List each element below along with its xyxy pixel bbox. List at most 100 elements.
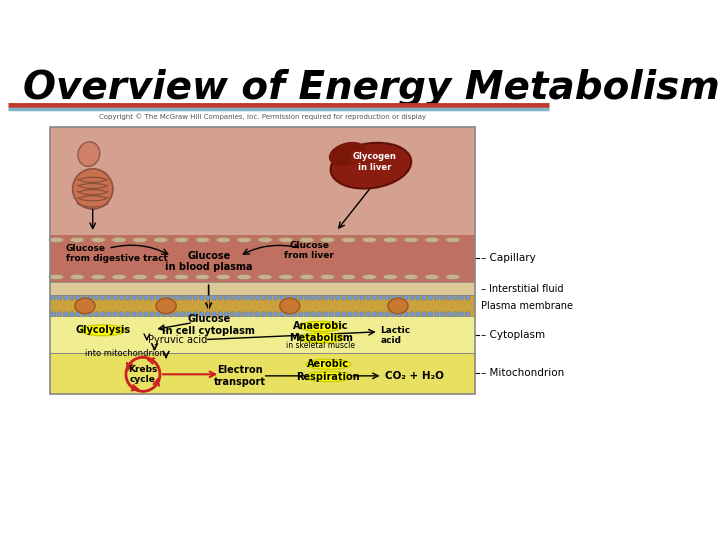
Ellipse shape — [195, 237, 210, 242]
Circle shape — [336, 295, 340, 300]
Circle shape — [224, 295, 229, 300]
Circle shape — [403, 312, 408, 316]
Ellipse shape — [112, 237, 126, 242]
Circle shape — [446, 312, 451, 316]
Circle shape — [76, 295, 81, 300]
Ellipse shape — [279, 274, 293, 280]
Circle shape — [292, 312, 297, 316]
Circle shape — [384, 312, 390, 316]
Circle shape — [379, 295, 383, 300]
Circle shape — [465, 312, 470, 316]
Circle shape — [107, 295, 112, 300]
Circle shape — [286, 312, 291, 316]
Text: in skeletal muscle: in skeletal muscle — [286, 341, 355, 350]
Circle shape — [76, 312, 81, 316]
Circle shape — [410, 295, 414, 300]
Circle shape — [286, 295, 291, 300]
Circle shape — [205, 295, 210, 300]
Text: Krebs
cycle: Krebs cycle — [128, 364, 158, 384]
Text: Aerobic: Aerobic — [307, 359, 349, 369]
Circle shape — [187, 295, 192, 300]
Text: Glucose
in blood plasma: Glucose in blood plasma — [165, 251, 253, 272]
Circle shape — [205, 312, 210, 316]
Circle shape — [372, 295, 377, 300]
Circle shape — [243, 312, 247, 316]
Ellipse shape — [300, 274, 314, 280]
Text: Respiration: Respiration — [297, 372, 360, 382]
Circle shape — [274, 312, 278, 316]
Circle shape — [249, 312, 253, 316]
Circle shape — [366, 295, 371, 300]
Circle shape — [267, 295, 272, 300]
Text: Copyright © The McGraw Hill Companies, Inc. Permission required for reproduction: Copyright © The McGraw Hill Companies, I… — [99, 113, 426, 120]
Circle shape — [441, 312, 445, 316]
Circle shape — [199, 295, 204, 300]
Circle shape — [125, 295, 130, 300]
Circle shape — [94, 295, 99, 300]
Bar — [50, 281, 475, 295]
Circle shape — [360, 312, 365, 316]
Bar — [50, 235, 475, 281]
Circle shape — [113, 295, 117, 300]
Circle shape — [415, 312, 420, 316]
Circle shape — [144, 312, 148, 316]
Bar — [50, 316, 475, 353]
Text: – Interstitial fluid: – Interstitial fluid — [482, 284, 564, 294]
Bar — [50, 127, 475, 235]
Circle shape — [354, 295, 359, 300]
Ellipse shape — [320, 274, 335, 280]
Ellipse shape — [341, 274, 356, 280]
Circle shape — [101, 295, 105, 300]
Circle shape — [348, 295, 352, 300]
Circle shape — [212, 312, 216, 316]
Ellipse shape — [383, 274, 397, 280]
Ellipse shape — [112, 274, 126, 280]
Circle shape — [125, 312, 130, 316]
Ellipse shape — [330, 143, 411, 188]
Ellipse shape — [153, 237, 168, 242]
Text: CO₂ + H₂O: CO₂ + H₂O — [384, 371, 444, 381]
Circle shape — [317, 295, 321, 300]
Circle shape — [51, 295, 55, 300]
Circle shape — [175, 295, 179, 300]
Text: Pyruvic acid: Pyruvic acid — [148, 335, 207, 345]
Circle shape — [243, 295, 247, 300]
Ellipse shape — [300, 237, 314, 242]
Circle shape — [428, 295, 433, 300]
Circle shape — [323, 295, 328, 300]
Circle shape — [465, 295, 470, 300]
Circle shape — [63, 312, 68, 316]
Circle shape — [323, 312, 328, 316]
Circle shape — [181, 295, 186, 300]
Ellipse shape — [297, 333, 344, 343]
Circle shape — [82, 295, 86, 300]
Ellipse shape — [195, 274, 210, 280]
Text: Plasma membrane: Plasma membrane — [482, 301, 573, 311]
Ellipse shape — [329, 142, 366, 166]
Text: – Cytoplasm: – Cytoplasm — [482, 329, 546, 340]
Circle shape — [329, 295, 334, 300]
Circle shape — [348, 312, 352, 316]
Circle shape — [310, 312, 315, 316]
Circle shape — [336, 312, 340, 316]
Text: Electron
transport: Electron transport — [214, 365, 266, 387]
Text: Metabolism: Metabolism — [289, 333, 353, 343]
Circle shape — [162, 295, 167, 300]
Bar — [50, 353, 475, 394]
Circle shape — [403, 295, 408, 300]
Circle shape — [156, 295, 161, 300]
Circle shape — [193, 312, 198, 316]
Circle shape — [261, 312, 266, 316]
Circle shape — [298, 295, 303, 300]
Text: Glucose
in cell cytoplasm: Glucose in cell cytoplasm — [162, 314, 255, 336]
Ellipse shape — [404, 274, 418, 280]
Ellipse shape — [49, 274, 64, 280]
Circle shape — [453, 295, 457, 300]
Text: Glucose
from liver: Glucose from liver — [284, 241, 334, 260]
Ellipse shape — [156, 298, 176, 314]
Text: into mitochondrion: into mitochondrion — [85, 349, 165, 358]
Text: Lactic
acid: Lactic acid — [380, 326, 410, 346]
Ellipse shape — [132, 237, 147, 242]
Ellipse shape — [237, 237, 251, 242]
Circle shape — [224, 312, 229, 316]
